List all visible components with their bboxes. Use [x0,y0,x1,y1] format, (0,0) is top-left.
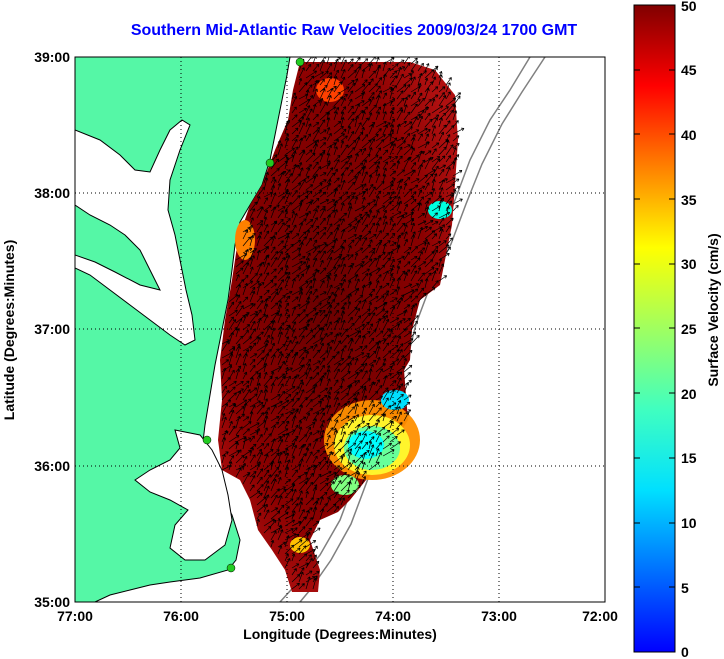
colorbar-labels: 50 45 40 35 30 25 20 15 10 5 0 [681,0,697,659]
colorbar-tick-label: 15 [681,450,697,466]
grid-lines [75,57,605,602]
x-tick-label: 73:00 [481,608,517,624]
velocity-arrow-set [221,57,465,590]
y-tick-label: 38:00 [34,185,70,201]
y-tick-label: 37:00 [34,321,70,337]
y-tick-label: 39:00 [34,49,70,65]
colorbar-tick-label: 50 [681,0,697,14]
colorbar-label: Surface Velocity (cm/s) [705,233,721,386]
colorbar-tick-label: 35 [681,192,697,208]
colorbar-tick-label: 10 [681,515,697,531]
x-tick-label: 76:00 [163,608,199,624]
x-tick-label: 72:00 [582,608,618,624]
station-marker [295,57,305,67]
y-tick-label: 36:00 [34,458,70,474]
colorbar-tick-label: 30 [681,256,697,272]
x-tick-label: 77:00 [57,608,93,624]
y-tick-label: 35:00 [34,594,70,610]
colorbar-tick-label: 45 [681,62,697,78]
station-marker [265,158,275,168]
x-tick-label: 75:00 [269,608,305,624]
station-marker [202,435,212,445]
x-axis: 77:00 76:00 75:00 74:00 73:00 72:00 [57,608,618,624]
low-velocity-zone [235,78,452,553]
y-axis-label: Latitude (Degrees:Minutes) [1,240,17,420]
colorbar-tick-label: 5 [681,580,689,596]
map-title: Southern Mid-Atlantic Raw Velocities 200… [130,22,578,39]
colorbar-tick-label: 0 [681,644,689,659]
colorbar-tick-label: 25 [681,321,697,337]
x-tick-label: 74:00 [375,608,411,624]
y-axis: 39:00 38:00 37:00 36:00 35:00 [34,49,70,610]
colorbar [633,4,676,653]
x-axis-label: Longitude (Degrees:Minutes) [243,626,437,642]
colorbar-tick-label: 40 [681,127,697,143]
colorbar-ticks [634,4,675,653]
colorbar-tick-label: 20 [681,386,697,402]
station-marker [226,563,236,573]
bay-water [75,119,196,346]
velocity-arrows [221,57,465,590]
